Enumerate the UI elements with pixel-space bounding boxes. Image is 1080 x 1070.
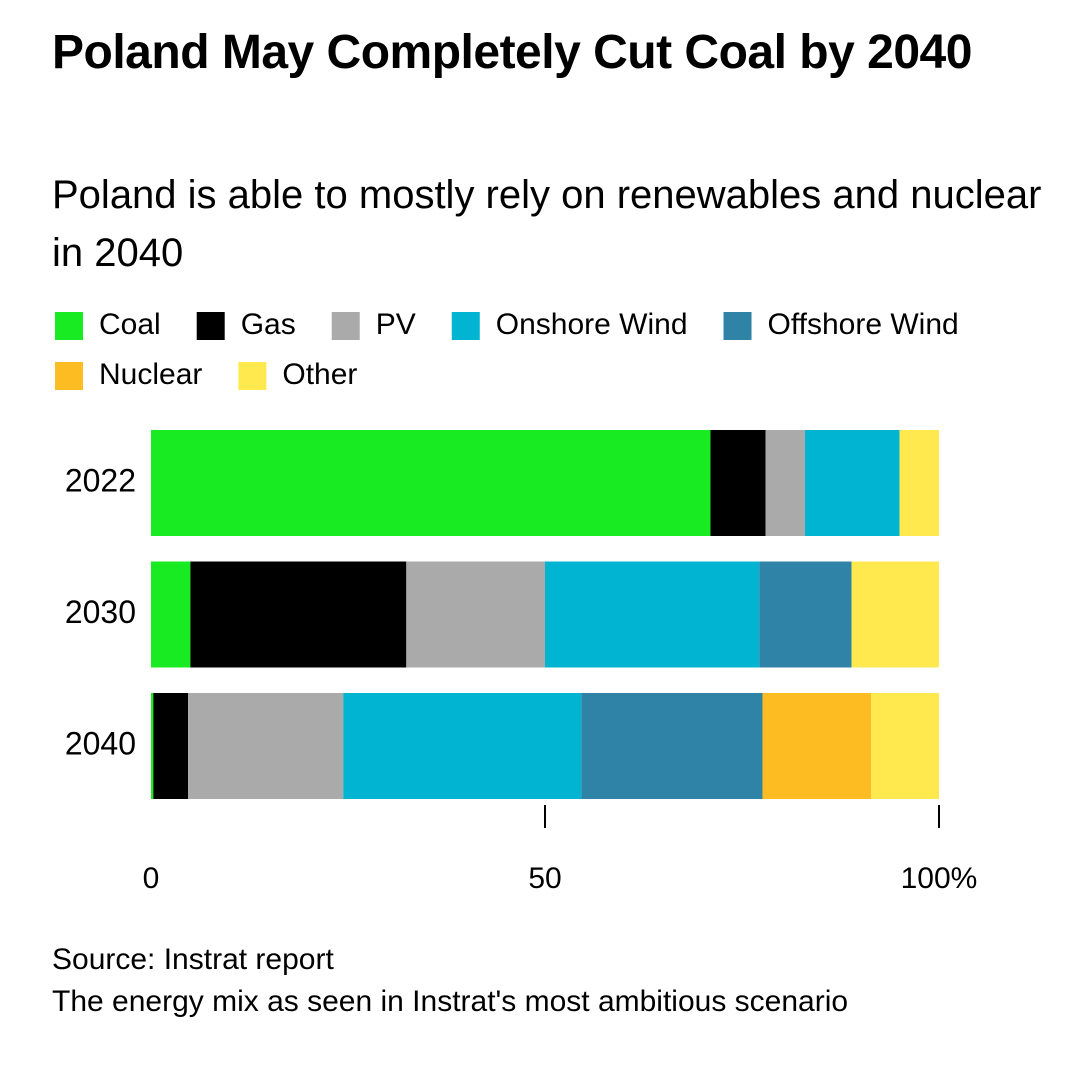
y-tick-label: 2030 [65,594,136,630]
bar-segment [762,693,872,799]
bar-segment [805,430,900,536]
chart-subtitle: Poland is able to mostly rely on renewab… [52,173,1042,275]
bar-segment [188,693,344,799]
legend-label: Coal [99,308,161,341]
bar-segment [151,561,191,668]
x-tick-label: 50 [528,862,561,895]
legend-swatch [331,312,360,340]
legend-swatch [723,312,752,340]
bar-segment [406,561,545,668]
bar-segment [899,430,939,536]
legend-label: Offshore Wind [768,308,959,341]
source: Source: Instrat report [52,943,334,976]
legend-label: Nuclear [99,358,202,391]
chart-title: Poland May Completely Cut Coal by 2040 [52,26,972,79]
legend-swatch [55,312,83,340]
legend-label: Gas [241,308,296,341]
bar-segment [190,561,407,668]
bar-segment [765,430,806,536]
bar-segment [151,693,154,799]
x-tick-label: 0 [143,862,160,895]
legend-swatch [55,362,83,390]
legend-swatch [238,362,267,390]
note: The energy mix as seen in Instrat's most… [52,985,849,1018]
legend-swatch [451,312,480,340]
legend-label: PV [376,308,416,341]
y-tick-label: 2022 [65,462,136,498]
x-tick-label: 100% [901,862,978,895]
legend-label: Onshore Wind [496,308,688,341]
bar-segment [710,430,766,536]
bar-segment [851,561,939,668]
legend-swatch [196,312,225,340]
bar-segment [759,561,852,668]
legend-label: Other [282,358,357,391]
bar-segment [151,430,711,536]
bar-segment [871,693,939,799]
bar-segment [343,693,582,799]
bar-segment [153,693,189,799]
bar-segment [581,693,763,799]
bar-segment [545,561,760,668]
y-tick-label: 2040 [65,725,136,761]
